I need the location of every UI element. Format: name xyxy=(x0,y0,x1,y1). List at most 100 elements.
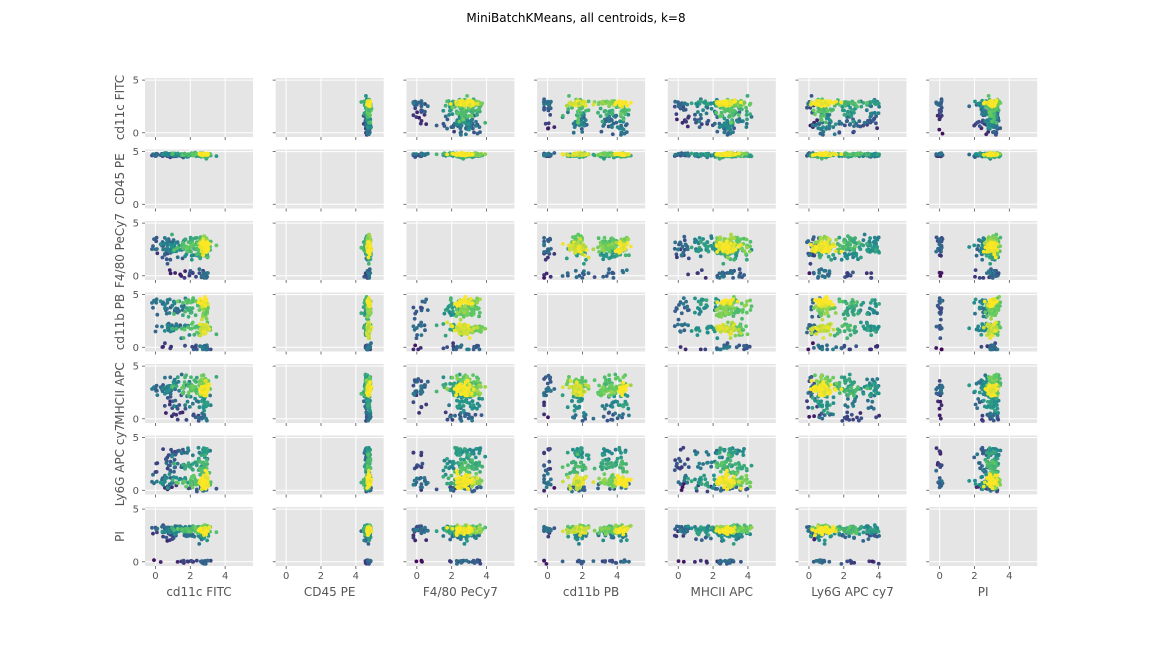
data-point xyxy=(462,120,467,125)
data-point xyxy=(705,120,710,125)
data-point xyxy=(840,108,845,113)
data-point xyxy=(611,238,615,243)
data-point xyxy=(686,256,691,261)
data-point xyxy=(434,123,439,128)
data-point xyxy=(719,114,724,118)
data-point xyxy=(182,276,187,280)
data-point xyxy=(580,246,585,251)
data-point xyxy=(548,101,552,105)
data-point xyxy=(833,152,838,157)
data-point xyxy=(203,249,208,254)
data-point xyxy=(560,274,565,278)
data-point xyxy=(719,110,724,115)
data-point xyxy=(443,103,448,108)
data-point xyxy=(720,100,725,105)
data-point xyxy=(154,297,159,302)
data-point xyxy=(680,244,685,249)
data-point xyxy=(610,271,615,275)
data-point xyxy=(150,301,154,305)
data-point xyxy=(552,151,557,155)
data-point xyxy=(675,117,679,122)
data-point xyxy=(601,257,606,262)
data-point xyxy=(744,257,749,262)
data-point xyxy=(744,113,749,117)
panel-1-4 xyxy=(534,78,646,140)
data-point xyxy=(868,236,872,241)
data-point xyxy=(175,245,180,250)
data-point xyxy=(998,235,1003,240)
data-point xyxy=(452,129,456,134)
data-point xyxy=(819,127,824,132)
data-point xyxy=(619,111,623,116)
panel-2-3 xyxy=(403,149,515,212)
data-point xyxy=(742,100,747,105)
data-point xyxy=(831,253,836,257)
data-point xyxy=(992,111,997,116)
data-point xyxy=(610,132,615,137)
data-point xyxy=(591,152,596,157)
data-point xyxy=(977,124,982,128)
data-point xyxy=(592,275,597,279)
panel-3-7 xyxy=(926,221,1038,283)
data-point xyxy=(709,234,714,239)
data-point xyxy=(602,249,607,254)
data-point xyxy=(600,100,604,105)
panel-1-7 xyxy=(926,78,1038,140)
figure-title: MiniBatchKMeans, all centroids, k=8 xyxy=(466,11,686,25)
data-point xyxy=(591,102,596,107)
data-point xyxy=(845,110,850,114)
data-point xyxy=(934,152,939,157)
data-point xyxy=(194,274,198,279)
data-point xyxy=(934,100,939,105)
data-point xyxy=(938,111,943,116)
data-point xyxy=(365,99,370,104)
data-point xyxy=(703,276,708,280)
data-point xyxy=(605,240,610,245)
data-point xyxy=(875,245,879,249)
data-point xyxy=(463,151,468,156)
data-point xyxy=(866,152,871,157)
data-point xyxy=(574,113,579,117)
data-point xyxy=(868,111,873,116)
data-point xyxy=(981,101,986,106)
data-point xyxy=(367,120,371,125)
data-point xyxy=(877,104,881,109)
data-point xyxy=(626,237,631,242)
data-point xyxy=(189,253,194,258)
data-point xyxy=(160,324,164,329)
data-point xyxy=(154,300,159,305)
data-point xyxy=(544,249,549,254)
data-point xyxy=(851,255,855,260)
data-point xyxy=(973,99,977,104)
data-point xyxy=(832,132,837,137)
data-point xyxy=(450,112,455,116)
data-point xyxy=(182,244,187,249)
data-point xyxy=(672,104,677,109)
panel-3-1 xyxy=(142,221,253,283)
data-point xyxy=(724,249,728,254)
data-point xyxy=(861,101,866,105)
data-point xyxy=(583,100,588,104)
data-point xyxy=(747,249,752,254)
data-point xyxy=(833,122,838,127)
data-point xyxy=(463,113,468,117)
data-point xyxy=(414,115,419,119)
data-point xyxy=(609,245,614,250)
data-point xyxy=(837,235,842,240)
data-point xyxy=(567,94,571,98)
data-point xyxy=(731,113,735,118)
data-point xyxy=(582,123,586,128)
data-point xyxy=(415,110,419,115)
data-point xyxy=(469,114,474,119)
data-point xyxy=(586,99,591,104)
data-point xyxy=(602,152,607,157)
data-point xyxy=(579,126,584,131)
data-point xyxy=(367,268,372,272)
data-point xyxy=(820,239,824,244)
data-point xyxy=(868,115,873,119)
data-point xyxy=(621,270,626,275)
data-point xyxy=(613,151,618,156)
data-point xyxy=(623,253,628,258)
data-point xyxy=(875,126,879,131)
data-point xyxy=(674,112,679,116)
